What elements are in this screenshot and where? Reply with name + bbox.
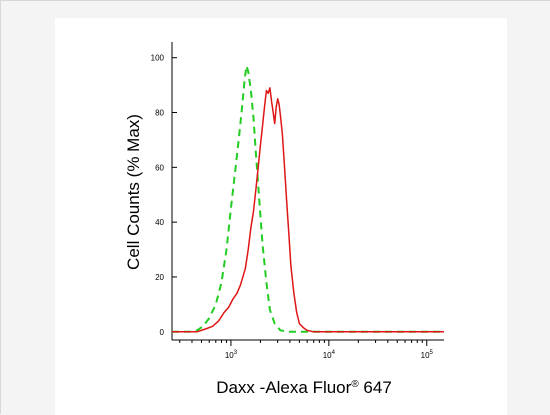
chart-panel: 0 20 40 60 80 100 103 104 105 Cell Counts (% Ma…	[55, 18, 507, 415]
x-tick-label-exponent: 5	[430, 350, 434, 356]
y-axis-ticks: 0 20 40 60 80 100	[151, 54, 177, 337]
x-tick-label-base: 10	[421, 351, 430, 360]
y-tick-label: 100	[151, 54, 165, 63]
x-tick-label: 103	[225, 350, 238, 360]
y-tick-label: 80	[155, 109, 164, 118]
x-tick-label-base: 10	[323, 351, 332, 360]
series-layer	[172, 64, 444, 333]
y-tick-label: 0	[160, 328, 165, 337]
series-line-red-solid	[172, 87, 444, 333]
y-axis-title: Cell Counts (% Max)	[124, 114, 143, 270]
x-tick-label: 105	[421, 350, 434, 360]
x-tick-label-base: 10	[225, 351, 234, 360]
series-line-green-dashed	[172, 64, 444, 333]
x-axis-title-main: Daxx -Alexa Fluor	[216, 378, 351, 397]
y-tick-label: 40	[155, 218, 164, 227]
x-axis-title-suffix: 647	[359, 378, 392, 397]
y-tick-label: 60	[155, 163, 164, 172]
x-tick-label: 104	[323, 350, 336, 360]
x-axis-title-registered-mark: ®	[351, 379, 359, 390]
x-axis-ticks: 103 104 105	[179, 340, 434, 360]
y-tick-label: 20	[155, 273, 164, 282]
x-axis-title: Daxx -Alexa Fluor® 647	[216, 378, 392, 397]
x-tick-label-exponent: 3	[234, 350, 238, 356]
x-tick-label-exponent: 4	[332, 350, 336, 356]
